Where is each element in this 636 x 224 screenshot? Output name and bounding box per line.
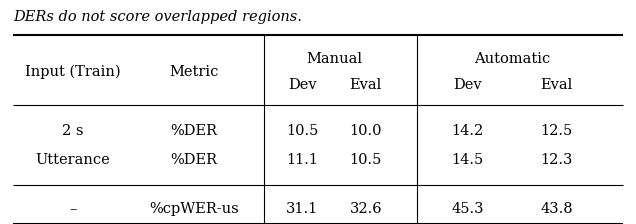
Text: 10.0: 10.0 xyxy=(349,124,382,138)
Text: Dev: Dev xyxy=(287,78,317,92)
Text: 43.8: 43.8 xyxy=(540,202,573,216)
Text: Manual: Manual xyxy=(306,52,362,66)
Text: Eval: Eval xyxy=(541,78,572,92)
Text: 12.3: 12.3 xyxy=(541,153,572,167)
Text: 10.5: 10.5 xyxy=(286,124,318,138)
Text: Input (Train): Input (Train) xyxy=(25,65,121,80)
Text: DERs do not score overlapped regions.: DERs do not score overlapped regions. xyxy=(13,10,301,24)
Text: 2 s: 2 s xyxy=(62,124,84,138)
Text: 10.5: 10.5 xyxy=(350,153,382,167)
Text: %DER: %DER xyxy=(170,153,218,167)
Text: %cpWER-us: %cpWER-us xyxy=(149,202,239,216)
Text: 12.5: 12.5 xyxy=(541,124,572,138)
Text: –: – xyxy=(69,202,77,216)
Text: 11.1: 11.1 xyxy=(286,153,318,167)
Text: Automatic: Automatic xyxy=(474,52,550,66)
Text: 14.2: 14.2 xyxy=(452,124,483,138)
Text: Eval: Eval xyxy=(350,78,382,92)
Text: Dev: Dev xyxy=(453,78,482,92)
Text: %DER: %DER xyxy=(170,124,218,138)
Text: 31.1: 31.1 xyxy=(286,202,318,216)
Text: 45.3: 45.3 xyxy=(451,202,484,216)
Text: Metric: Metric xyxy=(169,65,219,79)
Text: 32.6: 32.6 xyxy=(349,202,382,216)
Text: Utterance: Utterance xyxy=(36,153,111,167)
Text: 14.5: 14.5 xyxy=(452,153,483,167)
